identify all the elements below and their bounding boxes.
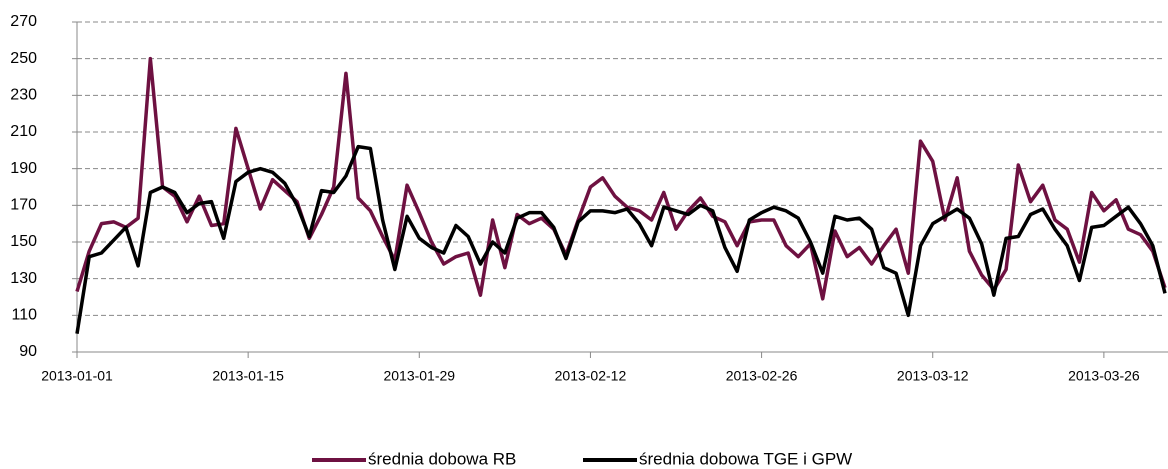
y-tick-label: 210	[10, 123, 37, 140]
x-tick-label: 2013-01-15	[212, 368, 284, 384]
y-tick-label: 230	[10, 87, 37, 104]
y-tick-label: 150	[10, 233, 37, 250]
y-tick-label: 170	[10, 197, 37, 214]
y-tick-label: 270	[10, 13, 37, 30]
x-tick-label: 2013-01-01	[41, 368, 113, 384]
y-tick-label: 190	[10, 160, 37, 177]
x-tick-label: 2013-03-26	[1068, 368, 1140, 384]
series-line	[75, 56, 1167, 301]
x-tick-label: 2013-01-29	[383, 368, 455, 384]
x-tick-label: 2013-02-26	[726, 368, 798, 384]
y-tick-label: 130	[10, 270, 37, 287]
x-tick-label: 2013-03-12	[897, 368, 969, 384]
y-tick-label: 110	[11, 307, 37, 324]
legend-label: średnia dobowa TGE i GPW	[639, 449, 852, 468]
y-tick-label: 250	[10, 50, 37, 67]
x-tick-label: 2013-02-12	[555, 368, 627, 384]
y-tick-label: 90	[19, 343, 37, 360]
legend-label: średnia dobowa RB	[368, 449, 516, 468]
series-line	[75, 144, 1167, 334]
